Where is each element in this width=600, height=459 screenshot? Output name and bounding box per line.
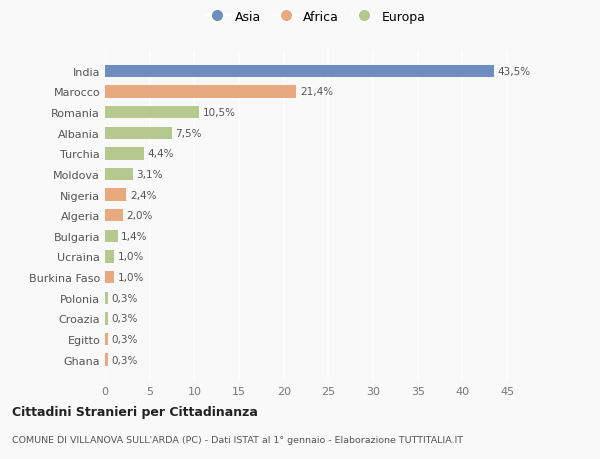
- Text: 7,5%: 7,5%: [176, 129, 202, 139]
- Bar: [105, 189, 127, 202]
- Bar: [105, 333, 107, 345]
- Text: 10,5%: 10,5%: [202, 108, 235, 118]
- Text: 1,0%: 1,0%: [118, 273, 144, 282]
- Text: 1,4%: 1,4%: [121, 231, 148, 241]
- Bar: [105, 86, 296, 98]
- Text: 43,5%: 43,5%: [497, 67, 530, 77]
- Bar: [105, 313, 107, 325]
- Text: 2,4%: 2,4%: [130, 190, 157, 200]
- Bar: [105, 127, 172, 140]
- Text: 0,3%: 0,3%: [111, 334, 137, 344]
- Bar: [105, 251, 114, 263]
- Bar: [105, 148, 145, 160]
- Text: 0,3%: 0,3%: [111, 313, 137, 324]
- Text: 2,0%: 2,0%: [127, 211, 153, 221]
- Text: Cittadini Stranieri per Cittadinanza: Cittadini Stranieri per Cittadinanza: [12, 405, 258, 419]
- Bar: [105, 230, 118, 242]
- Bar: [105, 292, 107, 304]
- Bar: [105, 353, 107, 366]
- Bar: [105, 66, 494, 78]
- Text: 1,0%: 1,0%: [118, 252, 144, 262]
- Text: 0,3%: 0,3%: [111, 293, 137, 303]
- Bar: [105, 168, 133, 181]
- Bar: [105, 271, 114, 284]
- Text: 3,1%: 3,1%: [136, 169, 163, 179]
- Text: 4,4%: 4,4%: [148, 149, 175, 159]
- Text: COMUNE DI VILLANOVA SULL'ARDA (PC) - Dati ISTAT al 1° gennaio - Elaborazione TUT: COMUNE DI VILLANOVA SULL'ARDA (PC) - Dat…: [12, 435, 463, 443]
- Bar: [105, 106, 199, 119]
- Text: 21,4%: 21,4%: [300, 87, 333, 97]
- Text: 0,3%: 0,3%: [111, 355, 137, 365]
- Bar: [105, 210, 123, 222]
- Legend: Asia, Africa, Europa: Asia, Africa, Europa: [199, 6, 431, 28]
